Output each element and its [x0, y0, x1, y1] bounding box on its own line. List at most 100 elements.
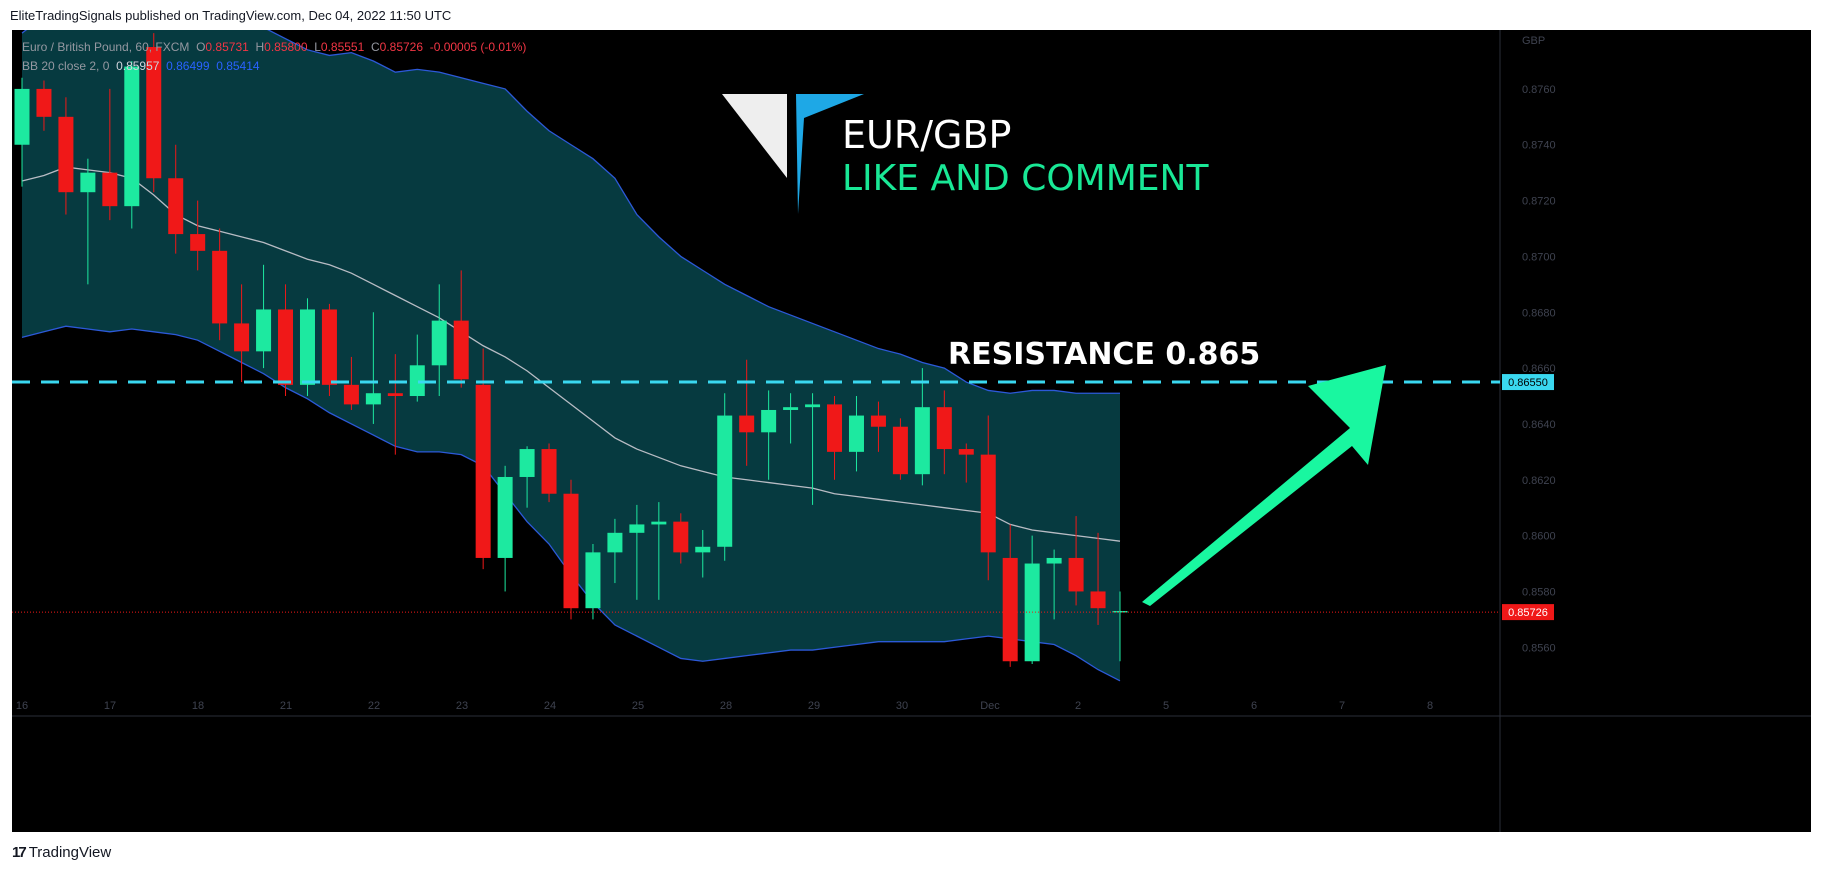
- candle-body: [212, 250, 228, 324]
- last-price-label: 0.85726: [1508, 607, 1548, 619]
- candle-body: [519, 449, 535, 477]
- price-tick-label: 0.8700: [1522, 251, 1556, 263]
- candle-body: [234, 323, 250, 352]
- bollinger-band-fill: [22, 30, 1120, 681]
- candle-body: [563, 493, 579, 609]
- time-tick-label: 7: [1339, 700, 1345, 712]
- ohlc-low-label: L: [314, 40, 321, 54]
- bb-lower-value: 0.85414: [216, 59, 260, 73]
- candle-body: [827, 404, 843, 452]
- bollinger-upper-line: [21, 30, 1120, 394]
- time-tick-label: 23: [456, 700, 468, 712]
- time-tick-label: 5: [1163, 700, 1169, 712]
- candle-body: [80, 172, 96, 193]
- candle-body: [343, 384, 359, 405]
- candle-body: [673, 521, 689, 553]
- candle-body: [387, 393, 403, 397]
- candle-body: [14, 88, 30, 145]
- resistance-price-badge: [1502, 374, 1554, 391]
- candle-body: [629, 524, 645, 533]
- time-tick-label: 17: [104, 700, 116, 712]
- time-tick-label: 21: [280, 700, 292, 712]
- symbol-legend: Euro / British Pound, 60, FXCM O0.85731 …: [22, 40, 526, 54]
- time-tick-label: 8: [1427, 700, 1433, 712]
- candle-body: [805, 404, 821, 408]
- candle-body: [431, 320, 447, 366]
- price-tick-label: 0.8680: [1522, 307, 1556, 319]
- brand-logo-right-icon: [796, 94, 864, 214]
- candle-body: [739, 415, 755, 433]
- price-tick-label: 0.8760: [1522, 84, 1556, 96]
- price-tick-label: 0.8560: [1522, 642, 1556, 654]
- price-tick-label: 0.8740: [1522, 140, 1556, 152]
- time-tick-label: 22: [368, 700, 380, 712]
- candle-body: [585, 552, 601, 609]
- time-tick-label: 18: [192, 700, 204, 712]
- candle-body: [1090, 591, 1106, 609]
- ohlc-high-label: H: [255, 40, 265, 54]
- price-tick-label: 0.8620: [1522, 475, 1556, 487]
- ohlc-open: 0.85731: [205, 40, 249, 54]
- pair-title: EUR/GBP: [842, 113, 1011, 157]
- tradingview-logo-icon: 17: [12, 844, 27, 861]
- bollinger-legend: BB 20 close 2, 0 0.85957 0.86499 0.85414: [22, 59, 260, 73]
- candle-body: [453, 320, 469, 380]
- candle-body: [717, 415, 733, 547]
- ohlc-open-label: O: [196, 40, 206, 54]
- candle-body: [848, 415, 864, 452]
- ohlc-low: 0.85551: [320, 40, 365, 54]
- price-tick-label: 0.8660: [1522, 363, 1556, 375]
- candle-body: [914, 407, 930, 475]
- tradingview-footer: 17 TradingView: [12, 844, 111, 861]
- candle-body: [651, 521, 667, 525]
- candle-body: [365, 393, 381, 405]
- bb-label: BB 20 close 2, 0: [22, 59, 110, 73]
- candle-body: [761, 409, 777, 433]
- price-tick-label: 0.8640: [1522, 419, 1556, 431]
- time-tick-label: 28: [720, 700, 732, 712]
- tradingview-brand: TradingView: [28, 844, 112, 861]
- candlestick-chart[interactable]: GBP0.87600.87400.87200.87000.86800.86600…: [12, 30, 1811, 832]
- candle-body: [607, 532, 623, 553]
- time-tick-label: 24: [544, 700, 556, 712]
- price-axis-unit: GBP: [1522, 35, 1545, 47]
- candle-body: [102, 172, 118, 207]
- candle-body: [36, 88, 52, 117]
- chart-area[interactable]: GBP 0.8760 0.8740 0.8720 0.8700 0.8680 0.8660 0…: [12, 30, 1811, 832]
- annotation-layer: 0.86550 RESISTANCE 0.865 0.85726 EUR/GBPLIK…: [12, 94, 1554, 621]
- candle-body: [278, 309, 294, 385]
- candle-body: [695, 546, 711, 553]
- price-axis-layer: GBP0.87600.87400.87200.87000.86800.86600…: [12, 30, 1811, 832]
- candle-body: [980, 454, 996, 553]
- price-tick-label: 0.8600: [1522, 531, 1556, 543]
- ohlc-close-label: C: [370, 40, 380, 54]
- candle-body: [1068, 557, 1084, 592]
- candle-body: [497, 476, 513, 558]
- cta-text: LIKE AND COMMENT: [842, 158, 1209, 199]
- candle-body: [256, 309, 272, 352]
- candle-body: [1046, 557, 1062, 564]
- candle-body: [870, 415, 886, 427]
- bullish-arrow-icon: [1142, 365, 1386, 606]
- resistance-annotation: RESISTANCE 0.865: [948, 337, 1260, 372]
- ohlc-change: -0.00005 (-0.01%): [429, 40, 527, 54]
- candle-body: [936, 407, 952, 450]
- brand-logo-left-icon: [722, 94, 787, 178]
- time-tick-label: 25: [632, 700, 644, 712]
- candle-body: [409, 365, 425, 397]
- candle-body: [124, 66, 140, 207]
- candle-body: [321, 309, 337, 385]
- candle-body: [168, 178, 184, 235]
- candles-layer: [14, 33, 1128, 667]
- bollinger-mid-line: [21, 166, 1121, 542]
- candle-body: [783, 407, 799, 410]
- price-tick-label: 0.8580: [1522, 586, 1556, 598]
- ohlc-close: 0.85726: [379, 40, 424, 54]
- time-tick-label: 6: [1251, 700, 1257, 712]
- candle-body: [475, 384, 491, 558]
- time-tick-label: 16: [16, 700, 28, 712]
- bb-mid-value: 0.85957: [116, 59, 160, 73]
- candle-body: [58, 116, 74, 193]
- candle-body: [892, 426, 908, 475]
- bb-upper-value: 0.86499: [166, 59, 210, 73]
